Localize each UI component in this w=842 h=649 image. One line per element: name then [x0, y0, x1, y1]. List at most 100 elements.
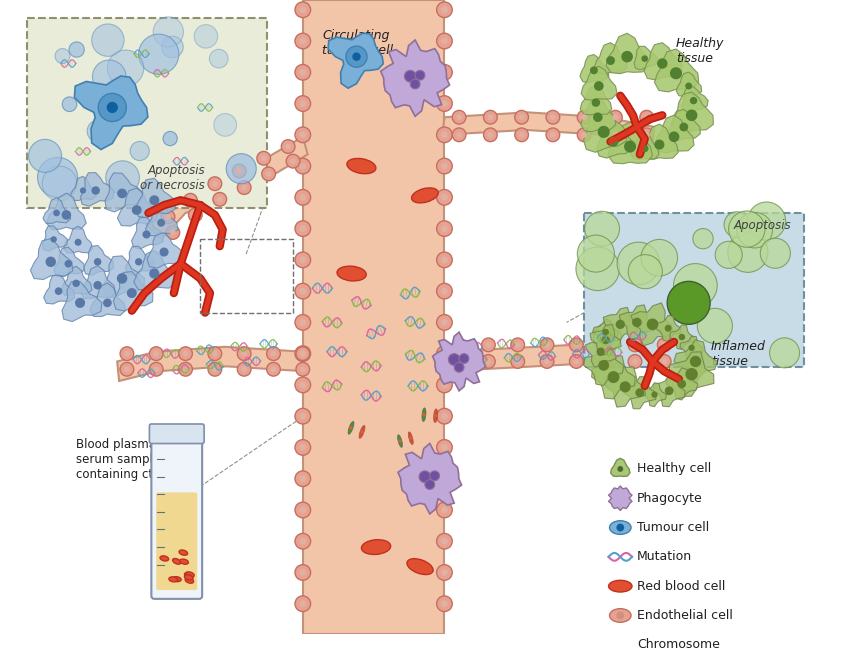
Circle shape — [452, 338, 466, 352]
Circle shape — [69, 42, 84, 57]
Circle shape — [617, 242, 660, 285]
Circle shape — [237, 362, 251, 376]
Ellipse shape — [434, 409, 438, 422]
Circle shape — [295, 377, 311, 393]
Circle shape — [452, 354, 466, 368]
Ellipse shape — [412, 188, 438, 203]
Circle shape — [92, 186, 100, 195]
Polygon shape — [103, 256, 145, 297]
Circle shape — [295, 96, 311, 112]
Circle shape — [270, 350, 276, 356]
Polygon shape — [631, 303, 674, 346]
Circle shape — [437, 439, 452, 455]
Circle shape — [594, 81, 604, 91]
Circle shape — [657, 58, 668, 69]
Circle shape — [352, 53, 360, 61]
Circle shape — [242, 184, 247, 191]
Circle shape — [546, 110, 560, 124]
Circle shape — [153, 350, 159, 356]
Circle shape — [142, 230, 151, 238]
Circle shape — [544, 342, 550, 348]
Ellipse shape — [185, 578, 194, 583]
Circle shape — [360, 430, 364, 434]
Ellipse shape — [359, 425, 365, 438]
Circle shape — [437, 502, 452, 518]
Circle shape — [165, 214, 171, 220]
Circle shape — [208, 362, 221, 376]
Circle shape — [300, 569, 306, 576]
Polygon shape — [328, 33, 383, 88]
Circle shape — [603, 358, 609, 364]
Circle shape — [661, 342, 667, 348]
Text: Mutation: Mutation — [637, 550, 692, 563]
Circle shape — [724, 212, 750, 238]
Circle shape — [592, 98, 600, 107]
Circle shape — [270, 366, 276, 373]
Circle shape — [616, 611, 624, 619]
Circle shape — [437, 377, 452, 393]
Circle shape — [679, 123, 688, 131]
Circle shape — [602, 329, 609, 336]
Circle shape — [606, 56, 615, 65]
Circle shape — [482, 354, 495, 368]
Ellipse shape — [408, 432, 413, 445]
Circle shape — [212, 350, 218, 356]
Ellipse shape — [184, 572, 193, 578]
Circle shape — [242, 350, 247, 356]
Circle shape — [647, 319, 658, 330]
Text: Chromosome: Chromosome — [637, 638, 720, 649]
Polygon shape — [620, 305, 654, 340]
Circle shape — [640, 128, 653, 141]
Circle shape — [441, 69, 448, 76]
Polygon shape — [585, 336, 616, 367]
Circle shape — [267, 347, 280, 360]
Polygon shape — [398, 443, 461, 514]
Circle shape — [286, 154, 300, 168]
Circle shape — [267, 362, 280, 376]
Circle shape — [616, 524, 624, 532]
Circle shape — [295, 2, 311, 18]
Circle shape — [120, 347, 134, 360]
Circle shape — [300, 444, 306, 451]
Polygon shape — [105, 173, 143, 212]
Polygon shape — [61, 266, 92, 295]
Circle shape — [437, 565, 452, 580]
Circle shape — [295, 158, 311, 174]
Polygon shape — [54, 247, 84, 277]
Circle shape — [665, 386, 674, 395]
Circle shape — [107, 102, 118, 113]
Polygon shape — [654, 49, 699, 92]
Circle shape — [179, 347, 193, 360]
Circle shape — [748, 202, 786, 240]
Circle shape — [404, 70, 416, 82]
Polygon shape — [641, 124, 679, 159]
Circle shape — [300, 350, 306, 356]
Circle shape — [429, 471, 440, 481]
Ellipse shape — [169, 577, 178, 582]
Polygon shape — [609, 486, 632, 511]
Polygon shape — [63, 227, 93, 253]
Circle shape — [295, 221, 311, 236]
Circle shape — [55, 288, 62, 295]
Circle shape — [281, 140, 295, 153]
Circle shape — [295, 127, 311, 143]
Circle shape — [737, 212, 772, 248]
Polygon shape — [608, 122, 653, 164]
Circle shape — [437, 315, 452, 330]
Circle shape — [290, 158, 296, 164]
Polygon shape — [680, 336, 703, 360]
Polygon shape — [606, 33, 648, 73]
Circle shape — [42, 166, 77, 201]
Circle shape — [514, 358, 520, 364]
Circle shape — [212, 180, 218, 187]
Polygon shape — [117, 188, 157, 226]
Circle shape — [135, 258, 142, 265]
Circle shape — [53, 210, 60, 216]
Polygon shape — [147, 232, 183, 268]
Circle shape — [693, 228, 713, 249]
Circle shape — [689, 345, 695, 351]
Circle shape — [601, 336, 610, 344]
Polygon shape — [593, 319, 619, 345]
Text: Endothelial cell: Endothelial cell — [637, 609, 733, 622]
Circle shape — [437, 346, 452, 361]
